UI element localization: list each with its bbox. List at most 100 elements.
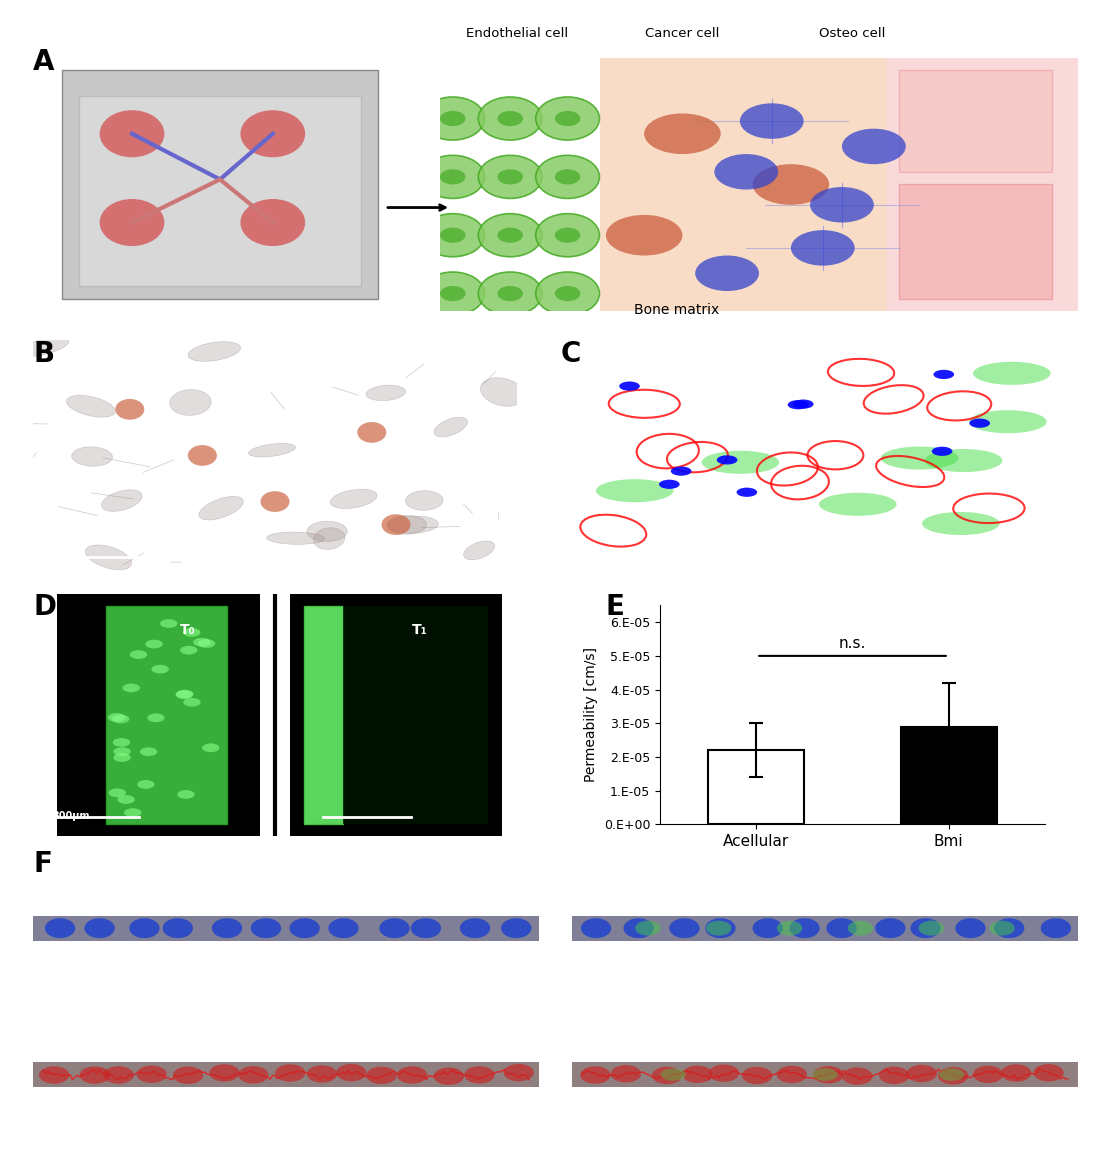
Ellipse shape	[397, 1067, 427, 1084]
Ellipse shape	[918, 921, 944, 935]
Ellipse shape	[1041, 918, 1071, 939]
Circle shape	[184, 698, 200, 707]
Ellipse shape	[708, 1064, 739, 1082]
Ellipse shape	[188, 445, 217, 466]
Circle shape	[202, 744, 220, 752]
Ellipse shape	[464, 1067, 495, 1084]
Ellipse shape	[1033, 1064, 1064, 1082]
Circle shape	[112, 715, 130, 723]
Ellipse shape	[752, 164, 829, 205]
Text: 50μm: 50μm	[53, 969, 84, 978]
Circle shape	[113, 747, 131, 756]
Bar	[33, 1062, 539, 1087]
Ellipse shape	[440, 227, 465, 243]
Ellipse shape	[793, 399, 814, 408]
Circle shape	[180, 646, 198, 655]
Ellipse shape	[86, 545, 132, 570]
Ellipse shape	[790, 918, 820, 939]
Ellipse shape	[788, 400, 808, 409]
Ellipse shape	[421, 272, 485, 315]
Ellipse shape	[624, 918, 653, 939]
Bar	[887, 58, 1078, 311]
Circle shape	[241, 111, 305, 157]
Ellipse shape	[934, 370, 954, 379]
Ellipse shape	[478, 156, 542, 198]
Circle shape	[176, 691, 192, 699]
Ellipse shape	[163, 918, 192, 939]
Ellipse shape	[939, 1069, 964, 1080]
Ellipse shape	[39, 1067, 69, 1084]
Ellipse shape	[669, 918, 700, 939]
Ellipse shape	[103, 1067, 134, 1084]
Ellipse shape	[1001, 1064, 1032, 1082]
Ellipse shape	[382, 514, 410, 535]
Circle shape	[108, 713, 125, 722]
Ellipse shape	[990, 921, 1014, 935]
Text: 50μm: 50μm	[576, 551, 612, 562]
Ellipse shape	[307, 521, 348, 542]
Ellipse shape	[994, 918, 1024, 939]
Ellipse shape	[706, 921, 732, 935]
Ellipse shape	[820, 492, 896, 515]
Ellipse shape	[358, 422, 386, 443]
Ellipse shape	[906, 1064, 937, 1083]
Ellipse shape	[66, 395, 116, 417]
Ellipse shape	[812, 1069, 838, 1080]
Circle shape	[138, 781, 155, 789]
Bar	[572, 915, 1078, 941]
Ellipse shape	[610, 1065, 641, 1083]
Ellipse shape	[876, 918, 905, 939]
Bar	[572, 1062, 1078, 1087]
Circle shape	[160, 619, 177, 628]
Ellipse shape	[45, 918, 75, 939]
Ellipse shape	[497, 286, 522, 301]
Ellipse shape	[554, 111, 581, 126]
Ellipse shape	[536, 156, 600, 198]
Ellipse shape	[440, 169, 465, 184]
Circle shape	[241, 199, 305, 246]
Text: D: D	[33, 593, 56, 620]
Ellipse shape	[645, 113, 720, 155]
Ellipse shape	[16, 338, 69, 356]
Ellipse shape	[116, 399, 144, 420]
Text: T₁: T₁	[412, 623, 428, 636]
Ellipse shape	[199, 497, 243, 520]
Circle shape	[113, 753, 131, 762]
Ellipse shape	[955, 918, 986, 939]
Ellipse shape	[554, 169, 581, 184]
Bar	[57, 594, 261, 836]
Ellipse shape	[636, 921, 660, 935]
Ellipse shape	[136, 1065, 167, 1083]
Circle shape	[124, 808, 142, 817]
Text: Endothelial cell: Endothelial cell	[466, 28, 568, 40]
Ellipse shape	[328, 918, 359, 939]
Ellipse shape	[848, 921, 873, 935]
Ellipse shape	[714, 155, 778, 189]
Circle shape	[198, 639, 216, 648]
Ellipse shape	[974, 1065, 1003, 1083]
Ellipse shape	[504, 1064, 534, 1082]
Ellipse shape	[969, 410, 1047, 434]
Ellipse shape	[460, 918, 491, 939]
Ellipse shape	[72, 447, 112, 466]
Circle shape	[100, 199, 164, 246]
Ellipse shape	[249, 444, 296, 457]
Text: B: B	[33, 340, 54, 368]
Ellipse shape	[580, 1067, 611, 1084]
Bar	[900, 70, 1053, 172]
Ellipse shape	[434, 417, 468, 437]
Ellipse shape	[606, 214, 682, 256]
Ellipse shape	[497, 169, 522, 184]
Ellipse shape	[387, 515, 427, 534]
Ellipse shape	[536, 272, 600, 315]
Ellipse shape	[387, 517, 439, 534]
Ellipse shape	[337, 1064, 366, 1082]
Text: F: F	[33, 850, 52, 877]
Ellipse shape	[932, 446, 953, 455]
Ellipse shape	[791, 231, 855, 265]
Text: T₀: T₀	[180, 623, 196, 636]
Ellipse shape	[737, 488, 757, 497]
Ellipse shape	[266, 532, 324, 544]
Ellipse shape	[682, 1065, 713, 1083]
Ellipse shape	[275, 1064, 306, 1082]
